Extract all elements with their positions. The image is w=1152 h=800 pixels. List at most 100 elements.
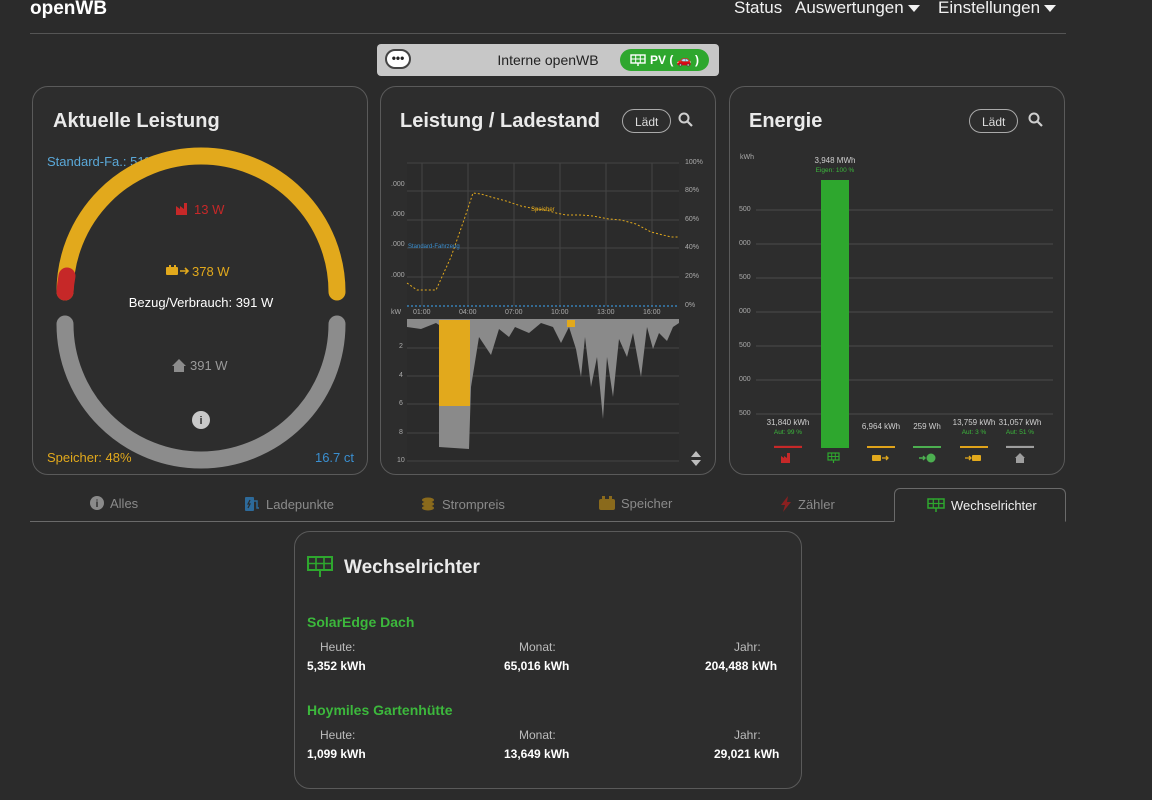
power-card-title: Aktuelle Leistung xyxy=(53,110,220,132)
chargepoint-selector[interactable]: ••• Interne openWB PV ( 🚗 ) xyxy=(377,44,719,76)
year-label: Jahr: xyxy=(734,728,761,742)
caret-down-icon xyxy=(1044,5,1057,13)
inverter-name: Hoymiles Gartenhütte xyxy=(307,702,453,718)
nav-divider xyxy=(30,33,1066,34)
energy-bar-speicher xyxy=(867,446,895,448)
tab-speicher[interactable]: Speicher xyxy=(599,496,672,511)
house-icon xyxy=(172,359,186,372)
history-yright-60: 60% xyxy=(685,216,700,223)
battery-charge-spike xyxy=(567,320,575,327)
energy-value-label: 6,964 kWh xyxy=(862,422,900,431)
history-yleft-1: .000 xyxy=(391,181,405,188)
nav-status[interactable]: Status xyxy=(734,0,783,17)
grid-power: 13 W xyxy=(194,202,225,217)
solar-panel-icon xyxy=(307,556,333,577)
energy-gridlines xyxy=(756,209,1053,415)
history-yright-0: 0% xyxy=(685,302,696,309)
gauge-arc-consumption xyxy=(56,315,346,469)
history-yright-80: 80% xyxy=(685,187,700,194)
energy-ytick-1: 500 xyxy=(739,206,751,213)
info-icon: i xyxy=(90,496,104,510)
month-label: Monat: xyxy=(519,728,556,742)
nav-einstellungen[interactable]: Einstellungen xyxy=(938,0,1057,18)
electricity-price: 16.7 ct xyxy=(314,450,354,465)
energy-sub-label: Aut: 51 % xyxy=(1006,429,1034,436)
energy-card-title: Energie xyxy=(749,110,823,132)
history-yright-40: 40% xyxy=(685,244,700,251)
scroll-down-icon[interactable] xyxy=(691,460,701,466)
energy-value-label: 31,057 kWh xyxy=(999,418,1042,427)
tab-alles[interactable]: i Alles xyxy=(90,496,138,511)
tab-wechselrichter-label: Wechselrichter xyxy=(951,498,1037,513)
battery-icon xyxy=(166,265,190,275)
battery-power: 378 W xyxy=(192,264,230,279)
gauge-arc-grid xyxy=(56,267,76,301)
tab-strompreis[interactable]: Strompreis xyxy=(420,496,505,512)
energy-bar-pv xyxy=(821,180,849,448)
lightning-icon xyxy=(781,496,791,512)
nav-einstellungen-label: Einstellungen xyxy=(938,0,1041,17)
svg-text:i: i xyxy=(199,415,202,427)
tab-divider xyxy=(30,521,1066,522)
history-x-0700: 07:00 xyxy=(505,309,523,316)
history-x-1300: 13:00 xyxy=(597,309,615,316)
history-status-button[interactable]: Lädt xyxy=(622,109,672,133)
inverter-card-title: Wechselrichter xyxy=(344,557,480,578)
factory-icon xyxy=(781,453,790,463)
tab-zaehler[interactable]: Zähler xyxy=(780,496,835,512)
year-label: Jahr: xyxy=(734,640,761,654)
today-value: 5,352 kWh xyxy=(307,659,366,673)
history-yleft-4: .000 xyxy=(391,272,405,279)
vehicle-series-label: Standard-Fahrzeug xyxy=(408,244,460,250)
app-brand[interactable]: openWB xyxy=(30,0,108,19)
chargepoint-name: Interne openWB xyxy=(497,52,599,68)
consumption-area xyxy=(407,319,679,449)
history-card-title: Leistung / Ladestand xyxy=(400,110,601,132)
energy-value-label: 3,948 MWh xyxy=(815,156,856,165)
history-x-0100: 01:00 xyxy=(413,309,431,316)
nav-auswertungen-label: Auswertungen xyxy=(795,0,904,17)
charge-mode-badge[interactable]: PV ( 🚗 ) xyxy=(620,49,709,71)
power-card: Aktuelle Leistung Standard-Fa.: 51% i 13… xyxy=(32,86,368,475)
tab-speicher-label: Speicher xyxy=(621,496,673,511)
battery-icon xyxy=(872,455,889,461)
year-value: 29,021 kWh xyxy=(714,747,780,761)
tab-wechselrichter[interactable]: Wechselrichter xyxy=(894,488,1066,522)
factory-icon xyxy=(176,203,187,215)
info-icon[interactable]: i xyxy=(192,411,210,429)
energy-bar-ladepunkte xyxy=(913,446,941,448)
tab-zaehler-label: Zähler xyxy=(798,497,835,512)
solar-panel-icon xyxy=(927,498,945,512)
solar-panel-icon xyxy=(827,452,840,463)
coins-icon xyxy=(422,497,434,511)
search-icon[interactable] xyxy=(1028,112,1044,128)
today-value: 1,099 kWh xyxy=(307,747,366,761)
energy-value-label: 31,840 kWh xyxy=(767,418,810,427)
energy-sub-label: Aut: 99 % xyxy=(774,429,802,436)
energy-ytick-2: 000 xyxy=(739,240,751,247)
history-yleft-2: .000 xyxy=(391,211,405,218)
energy-status-button[interactable]: Lädt xyxy=(969,109,1019,133)
consumption-summary: Bezug/Verbrauch: 391 W xyxy=(128,295,274,310)
tab-alles-label: Alles xyxy=(110,496,139,511)
history-x-1600: 16:00 xyxy=(643,309,661,316)
energy-sub-label: Eigen: 100 % xyxy=(816,167,855,174)
gauge-arc-source xyxy=(56,147,346,301)
caret-down-icon xyxy=(907,5,920,13)
history-card: Leistung / Ladestand Lädt .000 .000 .000… xyxy=(380,86,716,475)
nav-auswertungen[interactable]: Auswertungen xyxy=(795,0,920,18)
history-x-1000: 10:00 xyxy=(551,309,569,316)
more-button[interactable]: ••• xyxy=(385,49,411,69)
solar-panel-icon xyxy=(630,54,646,66)
energy-bar-netz xyxy=(774,445,802,448)
battery-soc: Speicher: 48% xyxy=(47,450,132,465)
tab-ladepunkte[interactable]: Ladepunkte xyxy=(244,496,334,512)
energy-sub-label: Aut: 3 % xyxy=(962,429,987,436)
search-icon[interactable] xyxy=(678,112,694,128)
inverter-card: Wechselrichter SolarEdge Dach Heute: 5,3… xyxy=(294,531,802,789)
scroll-up-icon[interactable] xyxy=(691,451,701,457)
energy-chart: 31,840 kWh Aut: 99 % 3,948 MWh Eigen: 100 %… xyxy=(756,156,1053,463)
energy-ytick-7: 500 xyxy=(739,410,751,417)
history-ylower-6: 6 xyxy=(399,400,403,407)
energy-bar-haus xyxy=(1006,445,1034,448)
